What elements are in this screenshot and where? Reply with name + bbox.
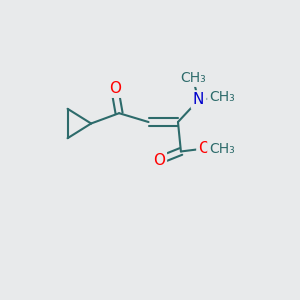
Text: O: O (153, 153, 165, 168)
Text: CH₃: CH₃ (209, 90, 235, 104)
Text: O: O (109, 81, 121, 96)
Text: N: N (193, 92, 204, 107)
Text: CH₃: CH₃ (180, 71, 206, 85)
Text: CH₃: CH₃ (209, 142, 235, 155)
Text: O: O (199, 141, 211, 156)
